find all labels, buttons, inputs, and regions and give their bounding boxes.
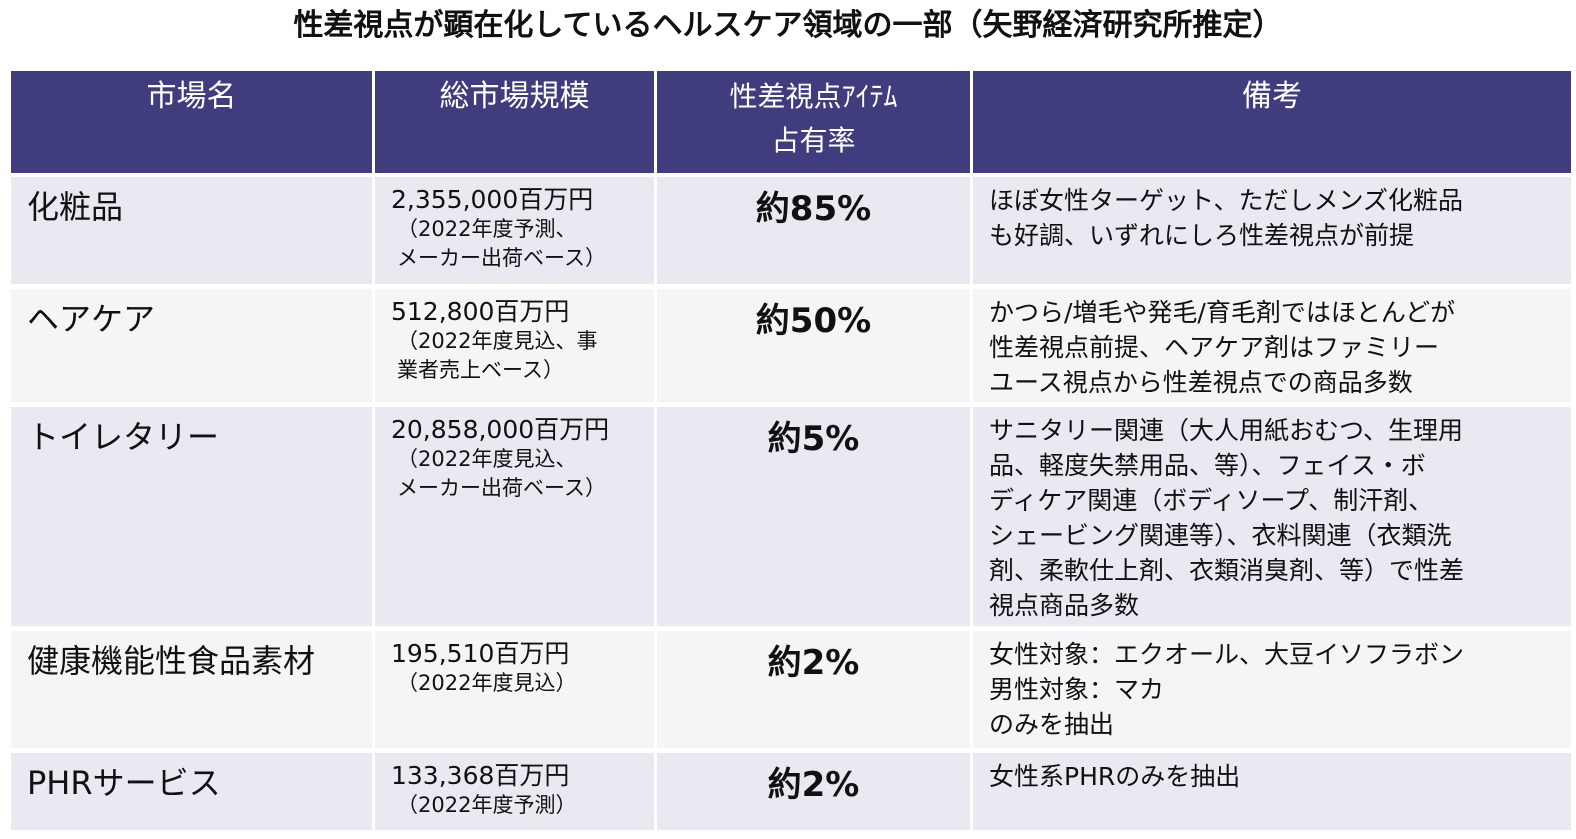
remarks: かつら/増毛や発毛/育毛剤ではほとんどが 性差視点前提、ヘアケア剤はファミリー … bbox=[973, 284, 1571, 402]
market-table: 市場名 総市場規模 性差視点ｱｲﾃﾑ 占有率 備考 化粧品 2,355,000百… bbox=[8, 71, 1574, 830]
table-row: トイレタリー 20,858,000百万円 （2022年度見込、 メーカー出荷ベー… bbox=[11, 402, 1571, 626]
share-value: 約85% bbox=[657, 173, 970, 284]
market-size-cell: 20,858,000百万円 （2022年度見込、 メーカー出荷ベース） bbox=[375, 402, 654, 626]
page-title: 性差視点が顕在化しているヘルスケア領域の一部（矢野経済研究所推定） bbox=[293, 8, 1283, 43]
remarks: サニタリー関連（大人用紙おむつ、生理用 品、軽度失禁用品、等）、フェイス・ボ デ… bbox=[973, 402, 1571, 626]
header-share-line1: 性差視点ｱｲﾃﾑ bbox=[729, 80, 898, 113]
market-name: トイレタリー bbox=[11, 402, 372, 626]
market-name: 化粧品 bbox=[11, 173, 372, 284]
share-value: 約2% bbox=[657, 626, 970, 748]
market-size-note: （2022年度予測） bbox=[397, 793, 577, 817]
header-note: 備考 bbox=[973, 71, 1571, 173]
market-size-cell: 133,368百万円 （2022年度予測） bbox=[375, 748, 654, 830]
market-size: 195,510百万円 bbox=[391, 639, 570, 668]
market-name: PHRサービス bbox=[11, 748, 372, 830]
share-value: 約2% bbox=[657, 748, 970, 830]
market-size: 133,368百万円 bbox=[391, 761, 570, 790]
remarks: 女性対象：エクオール、大豆イソフラボン 男性対象：マカ のみを抽出 bbox=[973, 626, 1571, 748]
market-name: 健康機能性食品素材 bbox=[11, 626, 372, 748]
market-size: 2,355,000百万円 bbox=[391, 185, 594, 214]
header-market: 市場名 bbox=[11, 71, 372, 173]
share-value: 約5% bbox=[657, 402, 970, 626]
market-size-cell: 2,355,000百万円 （2022年度予測、 メーカー出荷ベース） bbox=[375, 173, 654, 284]
table-header-row: 市場名 総市場規模 性差視点ｱｲﾃﾑ 占有率 備考 bbox=[11, 71, 1571, 173]
header-share: 性差視点ｱｲﾃﾑ 占有率 bbox=[657, 71, 970, 173]
market-size-note: （2022年度予測、 メーカー出荷ベース） bbox=[397, 217, 606, 270]
share-value: 約50% bbox=[657, 284, 970, 402]
table-row: 化粧品 2,355,000百万円 （2022年度予測、 メーカー出荷ベース） 約… bbox=[11, 173, 1571, 284]
header-share-line2: 占有率 bbox=[771, 124, 856, 157]
remarks: ほぼ女性ターゲット、ただしメンズ化粧品 も好調、いずれにしろ性差視点が前提 bbox=[973, 173, 1571, 284]
market-size: 20,858,000百万円 bbox=[391, 415, 610, 444]
market-size-note: （2022年度見込、 メーカー出荷ベース） bbox=[397, 447, 606, 500]
market-size-note: （2022年度見込、事 業者売上ベース） bbox=[397, 329, 598, 382]
table-row: PHRサービス 133,368百万円 （2022年度予測） 約2% 女性系PHR… bbox=[11, 748, 1571, 830]
table-row: 健康機能性食品素材 195,510百万円 （2022年度見込） 約2% 女性対象… bbox=[11, 626, 1571, 748]
market-size-cell: 512,800百万円 （2022年度見込、事 業者売上ベース） bbox=[375, 284, 654, 402]
table-row: ヘアケア 512,800百万円 （2022年度見込、事 業者売上ベース） 約50… bbox=[11, 284, 1571, 402]
market-size-note: （2022年度見込） bbox=[397, 671, 577, 695]
market-size: 512,800百万円 bbox=[391, 297, 570, 326]
market-name: ヘアケア bbox=[11, 284, 372, 402]
remarks: 女性系PHRのみを抽出 bbox=[973, 748, 1571, 830]
market-size-cell: 195,510百万円 （2022年度見込） bbox=[375, 626, 654, 748]
header-size: 総市場規模 bbox=[375, 71, 654, 173]
